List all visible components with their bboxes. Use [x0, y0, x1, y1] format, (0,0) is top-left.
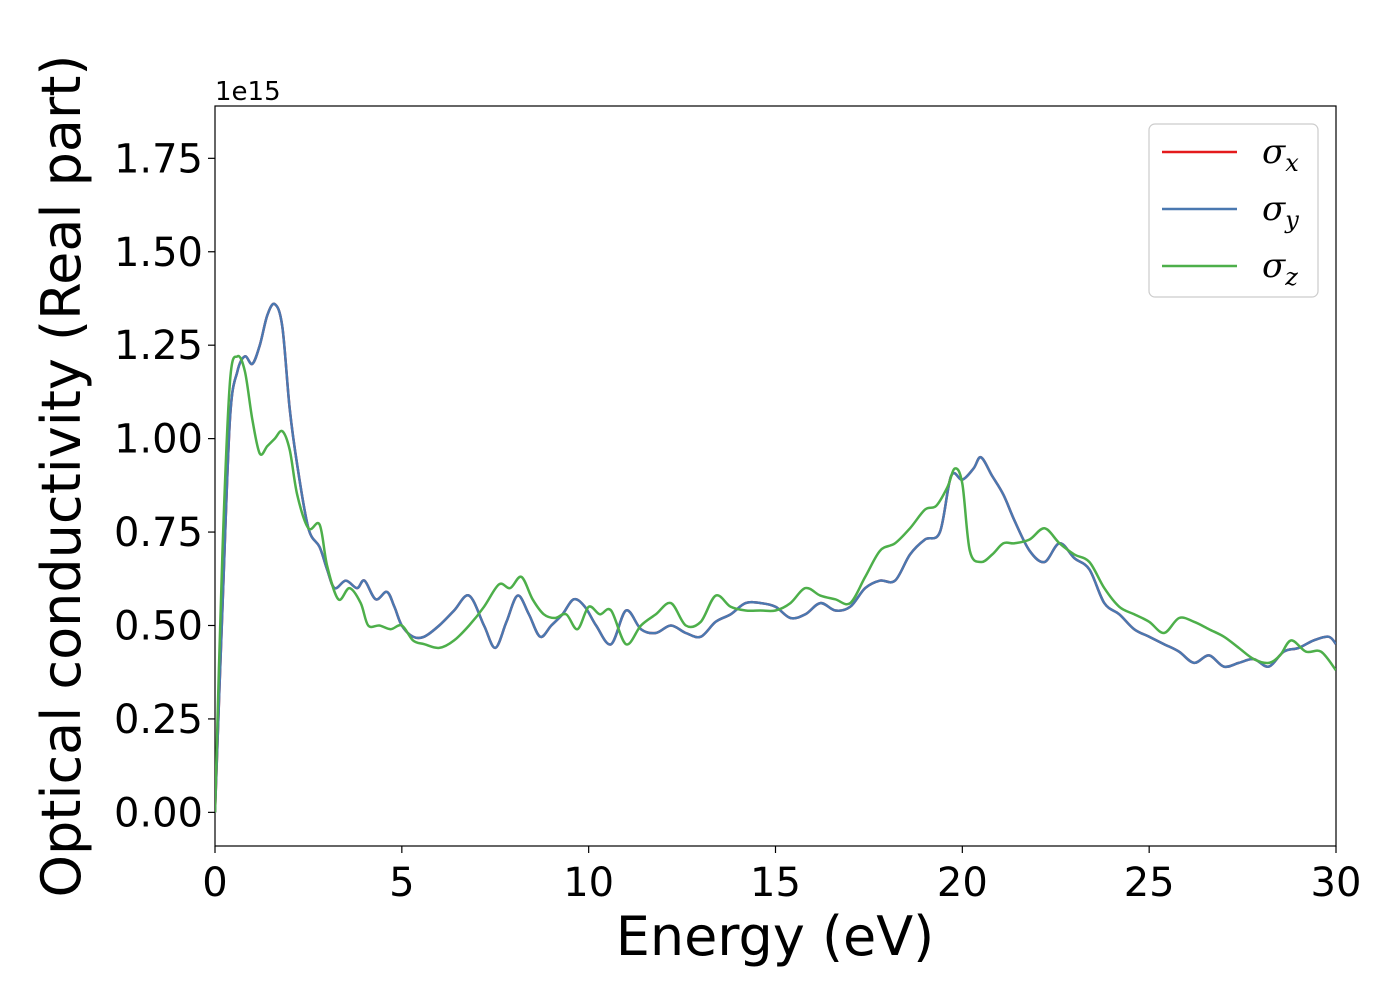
- y-tick-label: 0.50: [114, 603, 203, 649]
- series-layer: [215, 302, 1336, 813]
- y-tick-label: 1.00: [114, 417, 203, 463]
- x-tick-label: 0: [202, 860, 227, 906]
- y-tick-label: 1.50: [114, 230, 203, 276]
- y-tick-label: 0.75: [114, 510, 203, 556]
- y-tick-label: 0.00: [114, 790, 203, 836]
- series-line-sigma-x: [215, 302, 1336, 813]
- x-tick-label: 5: [389, 860, 414, 906]
- series-line-sigma-z: [215, 354, 1336, 813]
- y-offset-label: 1e15: [215, 77, 281, 107]
- x-axis-label: Energy (eV): [616, 905, 935, 968]
- x-tick-label: 30: [1311, 860, 1362, 906]
- x-tick-label: 15: [750, 860, 801, 906]
- x-tick-label: 10: [563, 860, 614, 906]
- y-axis-label: Optical conductivity (Real part): [30, 55, 93, 898]
- y-axis-ticks: 0.00 0.25 0.50 0.75 1.00 1.25 1.50 1.75: [114, 136, 215, 836]
- y-tick-label: 1.25: [114, 323, 203, 369]
- y-tick-label: 0.25: [114, 697, 203, 743]
- x-tick-label: 25: [1124, 860, 1175, 906]
- y-tick-label: 1.75: [114, 136, 203, 182]
- legend-entry-sigma-x: σx: [1162, 132, 1299, 177]
- x-tick-label: 20: [937, 860, 988, 906]
- x-axis-ticks: 0 5 10 15 20 25 30: [202, 846, 1361, 906]
- legend-frame: [1148, 123, 1319, 298]
- series-line-sigma-y: [215, 302, 1336, 813]
